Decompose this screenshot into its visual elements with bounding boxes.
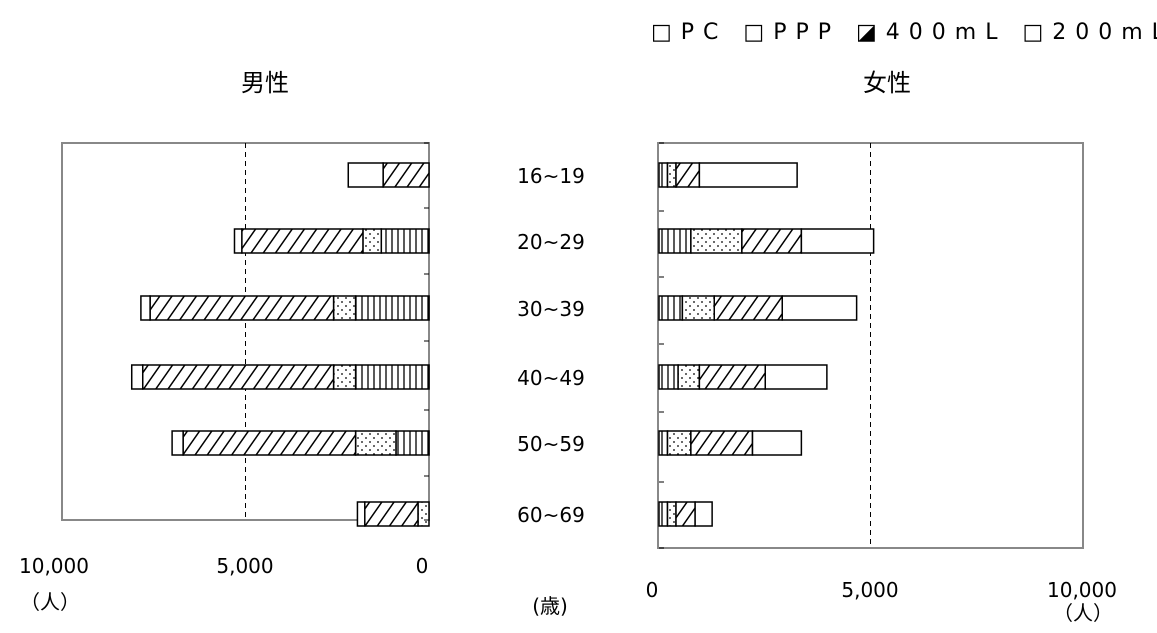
female-bar-50~59-200mL — [751, 430, 803, 456]
male-x-tick-0: 0 — [416, 554, 429, 578]
male-bar-30~39-PPP — [332, 295, 357, 321]
legend-text: □PC □PPP ◪400mL □200mL — [651, 20, 1157, 45]
male-x-unit: （人） — [20, 590, 80, 614]
female-bar-20~29-PC — [658, 228, 692, 254]
male-bar-20~29-400mL — [241, 228, 364, 254]
category-label-20~29: 20~29 — [517, 230, 585, 254]
male-bar-30~39-200mL — [140, 295, 151, 321]
category-label-30~39: 30~39 — [517, 297, 585, 321]
category-label-40~49: 40~49 — [517, 366, 585, 390]
male-bar-60~69-200mL — [356, 501, 366, 527]
male-bar-60~69-PPP — [417, 501, 430, 527]
male-bar-30~39-PC — [354, 295, 430, 321]
male-bar-40~49-200mL — [130, 364, 144, 390]
male-bar-40~49-PC — [354, 364, 430, 390]
female-bar-40~49-PC — [658, 364, 679, 390]
male-bar-40~49-PPP — [332, 364, 357, 390]
female-x-unit: （人） — [1053, 601, 1113, 625]
female-x-tick-5000: 5,000 — [841, 578, 898, 602]
male-bar-50~59-200mL — [171, 430, 184, 456]
female-x-tick-10000: 10,000 — [1047, 578, 1117, 602]
female-bar-30~39-200mL — [781, 295, 858, 321]
male-bar-16~19-200mL — [347, 162, 384, 188]
female-bar-40~49-PPP — [677, 364, 701, 390]
male-x-tick-5000: 5,000 — [216, 554, 273, 578]
female-bar-30~39-400mL — [713, 295, 783, 321]
category-label-16~19: 16~19 — [517, 164, 585, 188]
male-bar-20~29-PPP — [362, 228, 383, 254]
female-bar-50~59-400mL — [690, 430, 754, 456]
male-x-tick-10000: 10,000 — [19, 554, 89, 578]
male-bar-20~29-200mL — [233, 228, 243, 254]
female-bar-40~49-200mL — [764, 364, 828, 390]
female-bar-60~69-400mL — [675, 501, 696, 527]
female-bar-30~39-PC — [658, 295, 684, 321]
female-bar-20~29-PPP — [690, 228, 743, 254]
male-bar-50~59-PC — [395, 430, 430, 456]
category-label-50~59: 50~59 — [517, 432, 585, 456]
female-bar-16~19-400mL — [675, 162, 701, 188]
female-bar-20~29-200mL — [800, 228, 875, 254]
male-bar-20~29-PC — [380, 228, 430, 254]
male-bar-60~69-400mL — [364, 501, 419, 527]
male-bar-50~59-PPP — [354, 430, 397, 456]
male-bar-40~49-400mL — [141, 364, 335, 390]
female-bar-16~19-PPP — [666, 162, 677, 188]
male-bar-16~19-400mL — [382, 162, 430, 188]
male-bar-30~39-400mL — [149, 295, 335, 321]
female-bar-16~19-PC — [658, 162, 669, 188]
panel-title-female: 女性 — [863, 69, 911, 97]
female-bar-50~59-PC — [658, 430, 669, 456]
female-bar-60~69-PC — [658, 501, 669, 527]
category-label-60~69: 60~69 — [517, 503, 585, 527]
female-bar-50~59-PPP — [666, 430, 692, 456]
female-bar-16~19-200mL — [698, 162, 798, 188]
category-axis-unit: (歳) — [532, 594, 568, 618]
female-bar-40~49-400mL — [698, 364, 766, 390]
female-x-tick-0: 0 — [646, 578, 659, 602]
female-bar-60~69-PPP — [666, 501, 677, 527]
female-bar-30~39-PPP — [681, 295, 715, 321]
panel-title-male: 男性 — [241, 69, 289, 97]
male-bar-50~59-400mL — [182, 430, 357, 456]
female-bar-60~69-200mL — [694, 501, 713, 527]
female-bar-20~29-400mL — [741, 228, 803, 254]
